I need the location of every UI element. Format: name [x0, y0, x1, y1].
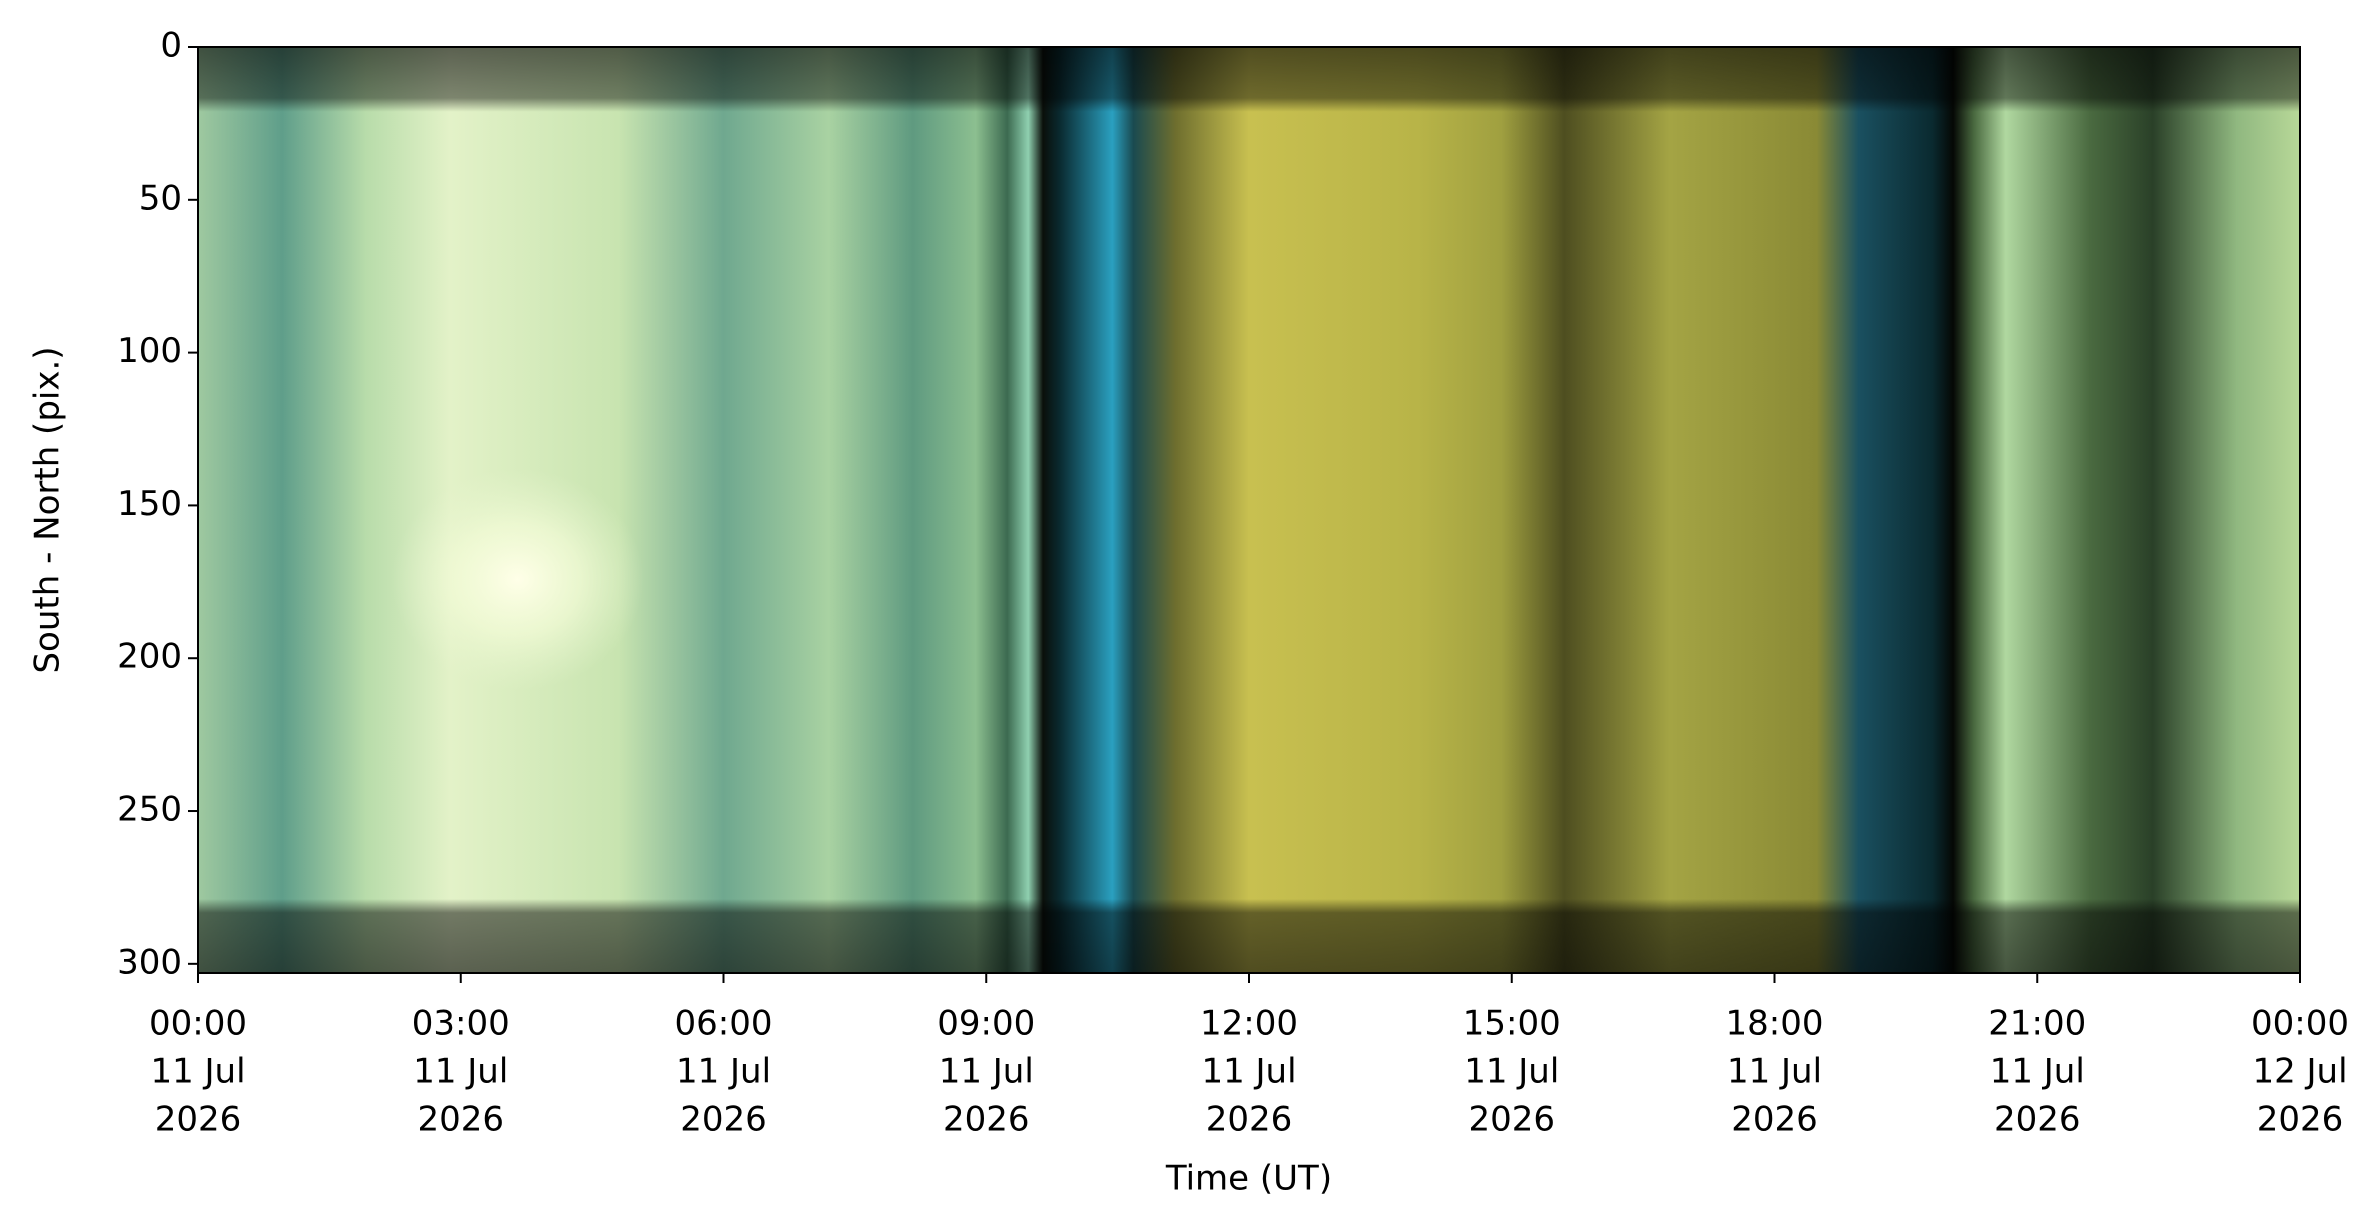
y-tick-label: 100 [117, 331, 182, 371]
y-tick-label: 50 [139, 178, 182, 218]
y-tick-label: 200 [117, 637, 182, 677]
x-axis-label: Time (UT) [1165, 1159, 1332, 1199]
y-tick-label: 250 [117, 790, 182, 830]
x-tick-label: 2026 [417, 1100, 504, 1140]
y-tick-label: 300 [117, 942, 182, 982]
x-tick-label: 11 Jul [939, 1052, 1034, 1092]
x-tick-label: 00:00 [149, 1004, 247, 1044]
x-tick-label: 18:00 [1726, 1004, 1824, 1044]
x-tick-label: 2026 [1731, 1100, 1818, 1140]
x-tick-label: 12:00 [1200, 1004, 1298, 1044]
x-tick-label: 11 Jul [413, 1052, 508, 1092]
x-tick-label: 09:00 [937, 1004, 1035, 1044]
x-tick-label: 15:00 [1463, 1004, 1561, 1044]
x-tick-label: 06:00 [675, 1004, 773, 1044]
x-tick-label: 11 Jul [676, 1052, 771, 1092]
x-tick-label: 11 Jul [1201, 1052, 1296, 1092]
x-tick-label: 2026 [680, 1100, 767, 1140]
x-tick-label: 03:00 [412, 1004, 510, 1044]
y-tick-label: 150 [117, 484, 182, 524]
x-tick-label: 11 Jul [150, 1052, 245, 1092]
x-tick-label: 2026 [1468, 1100, 1555, 1140]
y-tick-label: 0 [160, 26, 182, 66]
x-tick-label: 2026 [1994, 1100, 2081, 1140]
x-tick-label: 12 Jul [2252, 1052, 2347, 1092]
keogram-image [198, 47, 2300, 973]
x-tick-label: 2026 [2257, 1100, 2344, 1140]
x-tick-label: 00:00 [2251, 1004, 2349, 1044]
y-axis-label: South - North (pix.) [28, 346, 68, 673]
x-tick-label: 2026 [155, 1100, 242, 1140]
x-tick-label: 11 Jul [1727, 1052, 1822, 1092]
x-tick-label: 21:00 [1988, 1004, 2086, 1044]
x-tick-label: 11 Jul [1990, 1052, 2085, 1092]
x-tick-label: 11 Jul [1464, 1052, 1559, 1092]
x-tick-label: 2026 [943, 1100, 1030, 1140]
x-tick-label: 2026 [1206, 1100, 1293, 1140]
image-edges [198, 47, 2300, 973]
